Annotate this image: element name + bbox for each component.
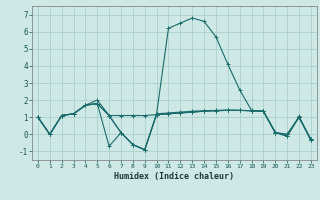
X-axis label: Humidex (Indice chaleur): Humidex (Indice chaleur) [115,172,234,181]
